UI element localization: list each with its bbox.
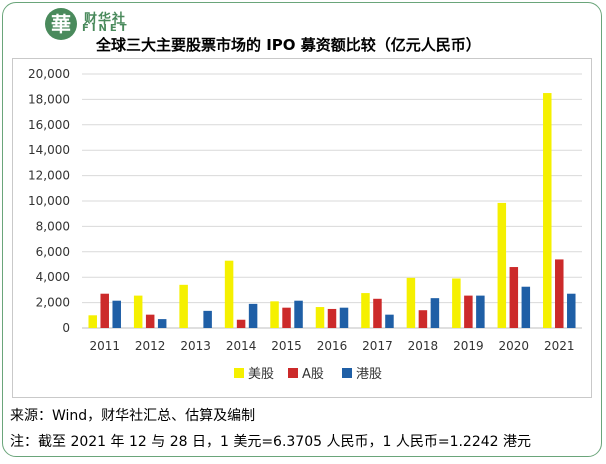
brand-name: 财华社 — [84, 12, 127, 27]
footnote: 注：截至 2021 年 12 与 28 日，1 美元=6.3705 人民币，1 … — [10, 434, 532, 450]
svg-text:華: 華 — [51, 12, 71, 36]
legend-swatch — [342, 368, 352, 378]
bar-港股 — [476, 295, 485, 328]
bar-港股 — [430, 298, 440, 328]
bar-美股 — [88, 315, 97, 328]
bar-港股 — [157, 319, 167, 328]
bar-A股 — [464, 295, 473, 328]
bar-美股 — [406, 277, 416, 328]
chart-area — [12, 58, 592, 398]
y-tick-label: 4,000 — [36, 270, 70, 284]
y-tick-label: 8,000 — [36, 219, 70, 233]
source-note: 来源：Wind，财华社汇总、估算及编制 — [10, 408, 256, 424]
bar-美股 — [224, 260, 234, 328]
bar-chart: 0 2,000 4,000 6,000 8,000 10,000 12,000 14,000 1… — [28, 67, 582, 382]
legend-label: 港股 — [356, 367, 382, 382]
bar-美股 — [179, 284, 188, 328]
bar-A股 — [373, 298, 382, 328]
bar-美股 — [452, 278, 461, 328]
bar-港股 — [521, 286, 531, 328]
legend-swatch — [234, 368, 244, 378]
x-tick-label: 2017 — [362, 339, 393, 353]
y-tick-label: 20,000 — [28, 67, 70, 81]
x-tick-label: 2011 — [89, 339, 120, 353]
x-tick-label: 2021 — [544, 339, 575, 353]
y-tick-label: 0 — [62, 321, 70, 335]
x-tick-label: 2015 — [271, 339, 302, 353]
legend-label: 美股 — [248, 367, 274, 382]
bar-A股 — [509, 267, 519, 328]
x-tick-label: 2020 — [499, 339, 530, 353]
bar-A股 — [100, 293, 109, 328]
x-tick-label: 2013 — [180, 339, 211, 353]
bar-港股 — [248, 303, 258, 328]
x-tick-label: 2012 — [135, 339, 166, 353]
x-tick-label: 2014 — [226, 339, 257, 353]
bar-A股 — [282, 307, 291, 328]
y-tick-label: 12,000 — [28, 169, 70, 183]
brand-sub: FINET — [82, 23, 130, 34]
y-tick-label: 10,000 — [28, 194, 70, 208]
bar-A股 — [145, 314, 155, 328]
y-tick-label: 14,000 — [28, 143, 70, 157]
bar-美股 — [270, 301, 279, 328]
y-tick-label: 2,000 — [36, 296, 70, 310]
bar-A股 — [327, 308, 337, 328]
legend-label: A股 — [302, 367, 324, 382]
bar-A股 — [555, 259, 564, 328]
bar-港股 — [385, 314, 394, 328]
bar-港股 — [112, 300, 121, 328]
bar-港股 — [294, 300, 303, 328]
bar-美股 — [361, 293, 370, 328]
bar-A股 — [236, 319, 246, 328]
bar-港股 — [203, 310, 212, 328]
bar-港股 — [567, 293, 576, 328]
bar-美股 — [497, 202, 507, 328]
x-tick-label: 2019 — [453, 339, 484, 353]
bar-A股 — [418, 310, 428, 328]
outer-frame — [2, 2, 602, 457]
y-tick-label: 16,000 — [28, 118, 70, 132]
legend-swatch — [288, 368, 298, 378]
bar-美股 — [315, 307, 325, 328]
bar-港股 — [339, 307, 349, 328]
finet-logo-icon: 華 — [45, 8, 77, 40]
y-tick-label: 6,000 — [36, 245, 70, 259]
x-tick-label: 2016 — [317, 339, 348, 353]
y-tick-label: 18,000 — [28, 92, 70, 106]
chart-title: 全球三大主要股票市场的 IPO 募资额比较（亿元人民币） — [96, 36, 481, 54]
bar-美股 — [543, 93, 552, 328]
bar-美股 — [133, 295, 143, 328]
x-tick-label: 2018 — [408, 339, 439, 353]
